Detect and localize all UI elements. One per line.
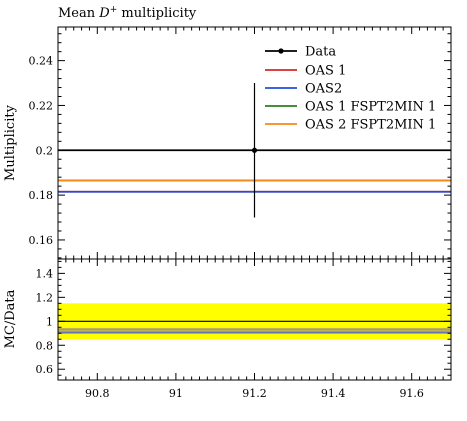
ratio-y-tick-label: 1.4 (36, 267, 54, 280)
main-y-tick-label: 0.2 (36, 144, 54, 157)
ratio-y-tick-label: 0.8 (36, 339, 54, 352)
data-point-group (58, 83, 451, 218)
ratio-y-ticks: 0.6 0.8 1 1.2 1.4 (36, 260, 451, 376)
x-tick-label: 91.2 (242, 387, 267, 400)
main-y-axis-label: Multiplicity (3, 104, 18, 181)
main-y-tick-label: 0.24 (29, 55, 54, 68)
chart-title: Mean D+ multiplicity (58, 5, 197, 21)
ratio-y-tick-label: 1.2 (36, 291, 54, 304)
title-post: multiplicity (117, 6, 197, 21)
ratio-mc-spread (58, 327, 451, 334)
ratio-y-tick-label: 1 (46, 315, 53, 328)
title-pre: Mean (58, 6, 99, 21)
main-y-tick-label: 0.18 (29, 189, 54, 202)
legend-marker-data (278, 48, 284, 54)
ratio-y-axis-label: MC/Data (3, 289, 18, 348)
x-tick-label: 90.8 (85, 387, 110, 400)
legend-label-2: OAS2 (305, 82, 342, 97)
x-tick-label: 91.4 (321, 387, 346, 400)
legend-label-4: OAS 2 FSPT2MIN 1 (305, 118, 436, 133)
ratio-y-tick-label: 0.6 (36, 363, 54, 376)
ratio-series-group (58, 320, 451, 334)
data-point-marker (251, 147, 258, 153)
legend-label-data: Data (305, 45, 336, 60)
legend: Data OAS 1 OAS2 OAS 1 FSPT2MIN 1 OAS 2 FSPT2… (265, 45, 436, 133)
main-y-tick-label: 0.22 (29, 99, 54, 112)
legend-label-3: OAS 1 FSPT2MIN 1 (305, 100, 436, 115)
title-letter: D (98, 6, 110, 21)
title-sup: + (110, 5, 118, 15)
x-tick-label: 91 (169, 387, 183, 400)
ratio-panel: 0.6 0.8 1 1.2 1.4 MC/Data (3, 258, 452, 381)
main-panel: 0.16 0.18 0.2 0.22 0.24 Multiplicity (3, 26, 452, 260)
x-axis: 90.8 91 91.2 91.4 91.6 (65, 27, 452, 400)
main-y-tick-label: 0.16 (29, 234, 54, 247)
main-y-ticks: 0.16 0.18 0.2 0.22 0.24 (29, 33, 451, 259)
x-tick-label: 91.6 (399, 387, 424, 400)
legend-label-1: OAS 1 (305, 64, 346, 79)
